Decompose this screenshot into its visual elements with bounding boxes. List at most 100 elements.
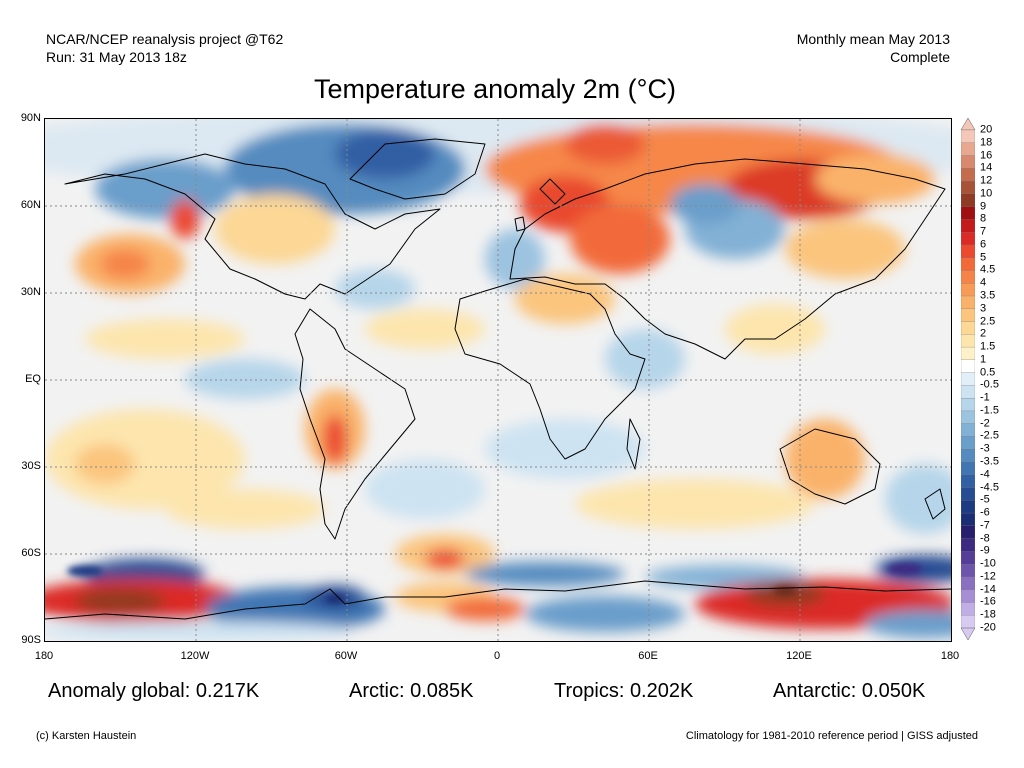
colorbar-band: [961, 500, 975, 514]
colorbar-tick-label: 8: [980, 212, 987, 225]
lat-label-60s: 60S: [21, 547, 41, 559]
colorbar-band: [961, 359, 975, 374]
colorbar-band: [961, 385, 975, 399]
colorbar-band: [961, 168, 975, 182]
colorbar-tick-label: -6: [980, 506, 990, 519]
colorbar-band: [961, 602, 975, 616]
colorbar-band: [961, 346, 975, 361]
colorbar-tick-label: -8: [980, 532, 990, 545]
lat-label-90s: 90S: [21, 634, 41, 646]
lon-label-120w: 120W: [180, 650, 210, 662]
colorbar-tick-label: -1.5: [980, 404, 999, 417]
colorbar-tick-label: 4.5: [980, 263, 996, 276]
colorbar-band: [961, 615, 975, 629]
colorbar-tick-label: -1: [980, 391, 990, 404]
header-right: Monthly mean May 2013 Complete: [797, 30, 950, 66]
colorbar-tick-label: -20: [980, 621, 996, 634]
status-label: Complete: [890, 49, 950, 65]
colorbar-band: [961, 474, 975, 488]
lon-label-60w: 60W: [334, 650, 358, 662]
lon-label-180e: 180: [940, 650, 960, 662]
colorbar-tick-label: 7: [980, 225, 987, 238]
colorbar-tick-label: 9: [980, 200, 987, 213]
colorbar-band: [961, 334, 975, 348]
colorbar-band: [961, 232, 975, 246]
colorbar-bottom-arrow: [961, 627, 975, 640]
lat-label-30n: 30N: [20, 286, 41, 298]
colorbar-tick-label: 5: [980, 251, 987, 264]
colorbar-tick-label: -16: [980, 595, 996, 608]
colorbar-band: [961, 449, 975, 463]
colorbar-band: [961, 142, 975, 156]
colorbar-band: [961, 512, 975, 527]
colorbar-tick-label: -2.5: [980, 429, 999, 442]
colorbar-band: [961, 487, 975, 501]
colorbar-tick-label: -3: [980, 442, 990, 455]
colorbar-band: [961, 538, 975, 552]
map-title: Temperature anomaly 2m (°C): [314, 74, 676, 104]
colorbar-band: [961, 219, 975, 233]
colorbar-tick-label: -0.5: [980, 378, 999, 391]
colorbar-band: [961, 257, 975, 271]
colorbar-tick-label: -2: [980, 417, 990, 430]
colorbar-tick-label: 0.5: [980, 366, 996, 379]
colorbar-band: [961, 270, 975, 284]
coastlines: [45, 138, 951, 620]
colorbar-tick-label: -4: [980, 468, 990, 481]
colorbar-tick-label: 16: [980, 149, 993, 162]
colorbar-tick-label: 1: [980, 353, 987, 366]
colorbar-tick-label: 10: [980, 187, 993, 200]
colorbar: [961, 118, 975, 640]
colorbar-tick-label: 20: [980, 123, 993, 136]
lon-label-180w: 180: [34, 650, 54, 662]
climatology-note: Climatology for 1981-2010 reference peri…: [685, 730, 978, 742]
colorbar-tick-label: -4.5: [980, 481, 999, 494]
colorbar-band: [961, 589, 975, 603]
colorbar-band: [961, 129, 975, 144]
colorbar-tick-label: -3.5: [980, 455, 999, 468]
anomaly-field: [45, 119, 951, 641]
colorbar-band: [961, 423, 975, 437]
stat-tropics: Tropics: 0.202K: [554, 680, 694, 702]
lat-label-eq: EQ: [25, 373, 41, 385]
colorbar-tick-label: -18: [980, 608, 996, 621]
stat-antarctic: Antarctic: 0.050K: [773, 680, 926, 702]
anomaly-map: [44, 118, 952, 642]
colorbar-band: [961, 321, 975, 335]
stat-global: Anomaly global: 0.217K: [48, 680, 260, 702]
colorbar-tick-label: 3.5: [980, 289, 996, 302]
colorbar-band: [961, 525, 975, 540]
copyright: (c) Karsten Haustein: [36, 730, 137, 742]
colorbar-tick-label: -7: [980, 519, 990, 532]
colorbar-band: [961, 372, 975, 386]
colorbar-band: [961, 283, 975, 297]
lat-label-30s: 30S: [21, 460, 41, 472]
map-canvas: [45, 119, 951, 641]
colorbar-band: [961, 564, 975, 578]
colorbar-tick-label: -14: [980, 583, 996, 596]
colorbar-band: [961, 206, 975, 220]
lon-label-0: 0: [493, 650, 501, 662]
colorbar-tick-label: -9: [980, 544, 990, 557]
colorbar-band: [961, 180, 975, 195]
colorbar-tick-label: -5: [980, 493, 990, 506]
colorbar-tick-label: 18: [980, 136, 993, 149]
colorbar-tick-label: 4: [980, 276, 987, 289]
colorbar-top-arrow: [961, 118, 975, 131]
header-left: NCAR/NCEP reanalysis project @T62 Run: 3…: [46, 30, 283, 66]
colorbar-band: [961, 308, 975, 322]
run-time: Run: 31 May 2013 18z: [46, 49, 187, 65]
colorbar-band: [961, 155, 975, 169]
colorbar-tick-label: 3: [980, 302, 987, 315]
colorbar-band: [961, 410, 975, 425]
colorbar-band: [961, 436, 975, 450]
graticule: [45, 119, 951, 641]
colorbar-band: [961, 461, 975, 476]
model-name: NCAR/NCEP reanalysis project @T62: [46, 31, 284, 47]
colorbar-band: [961, 244, 975, 259]
lat-label-60n: 60N: [20, 199, 41, 211]
colorbar-tick-label: -10: [980, 557, 996, 570]
colorbar-band: [961, 576, 975, 591]
colorbar-tick-label: 1.5: [980, 340, 996, 353]
colorbar-tick-label: 14: [980, 161, 993, 174]
